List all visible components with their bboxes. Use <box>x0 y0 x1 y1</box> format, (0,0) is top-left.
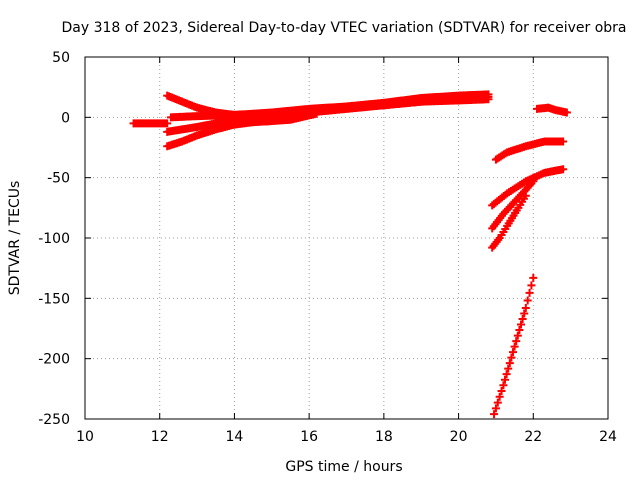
x-tick-label: 22 <box>524 429 542 445</box>
y-tick-label: -250 <box>38 412 70 428</box>
x-tick-label: 14 <box>226 429 244 445</box>
data-layer <box>129 90 571 419</box>
data-point-markers <box>488 165 568 210</box>
series-arc-11 <box>490 273 538 419</box>
data-point-markers <box>491 137 568 164</box>
y-tick-label: 50 <box>52 50 70 66</box>
x-tick-label: 20 <box>450 429 468 445</box>
series-arc-10 <box>488 191 530 252</box>
x-tick-label: 10 <box>76 429 94 445</box>
data-point-markers <box>490 273 538 419</box>
series-arc-7 <box>491 137 568 164</box>
series-arc-8 <box>488 165 568 210</box>
y-tick-label: -50 <box>47 171 70 187</box>
y-tick-label: -150 <box>38 291 70 307</box>
data-point-markers <box>166 90 493 122</box>
data-point-markers <box>488 191 530 252</box>
data-point-markers <box>488 177 538 233</box>
x-tick-label: 12 <box>151 429 169 445</box>
series-arc-1 <box>129 119 172 128</box>
x-tick-label: 16 <box>300 429 318 445</box>
x-axis-label: GPS time / hours <box>285 459 402 475</box>
y-axis-label: SDTVAR / TECUs <box>7 181 23 296</box>
data-point-markers <box>211 109 321 129</box>
series-arc-6 <box>211 109 321 129</box>
chart-title: Day 318 of 2023, Sidereal Day-to-day VTE… <box>61 20 626 36</box>
axis-layer: 10 12 14 16 18 20 22 24 50 0 -50 -100 -150 -200 -250 <box>38 50 617 445</box>
y-tick-label: -100 <box>38 231 70 247</box>
data-point-markers <box>533 103 571 117</box>
series-arc-12 <box>533 103 571 117</box>
series-arc-5 <box>166 90 493 122</box>
x-tick-label: 18 <box>375 429 393 445</box>
y-tick-label: 0 <box>61 110 70 126</box>
data-point-markers <box>129 119 172 128</box>
y-tick-label: -200 <box>38 352 70 368</box>
x-tick-label: 24 <box>599 429 617 445</box>
series-arc-9 <box>488 177 538 233</box>
